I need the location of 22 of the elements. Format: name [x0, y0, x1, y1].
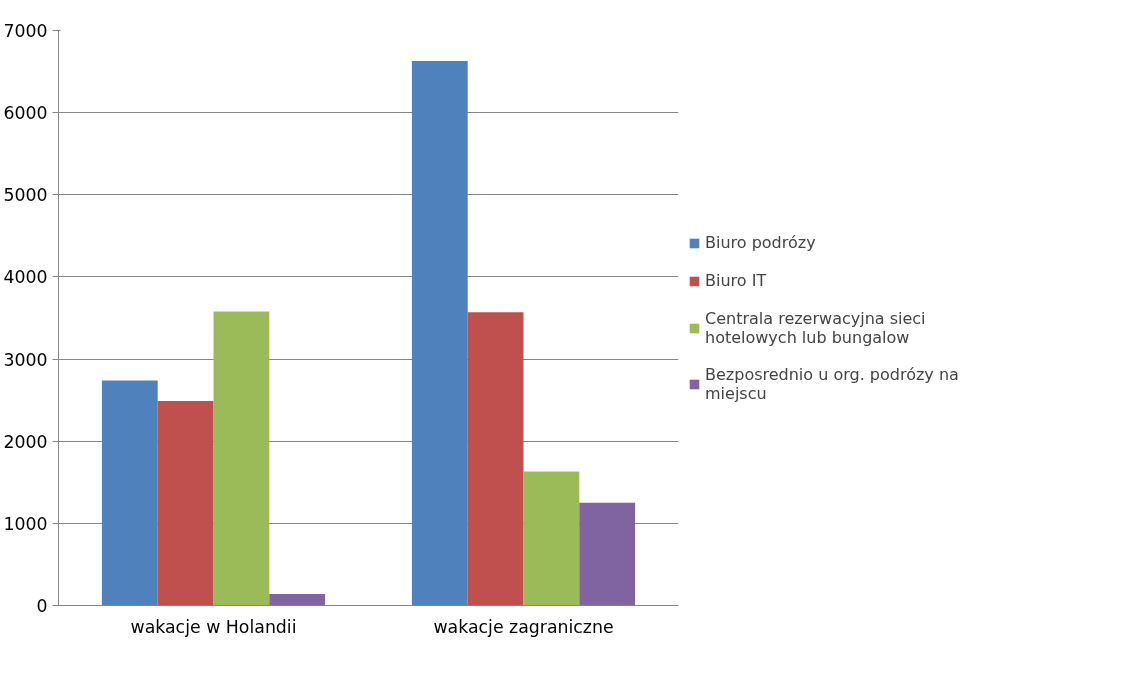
y-tick-label: 5000 — [3, 185, 48, 206]
bar — [157, 400, 214, 606]
bar — [411, 60, 468, 606]
bar — [467, 312, 524, 606]
bar — [523, 471, 580, 606]
bar — [101, 380, 158, 606]
y-tick-label: 3000 — [3, 349, 48, 370]
y-tick-label: 1000 — [3, 513, 48, 534]
bar — [579, 502, 636, 606]
y-tick-label: 6000 — [3, 103, 48, 124]
bar — [269, 594, 326, 606]
legend-label: Biuro IT — [705, 270, 767, 291]
y-tick-label: 4000 — [3, 267, 48, 288]
y-tick-label: 2000 — [3, 431, 48, 452]
x-tick-label: wakacje zagraniczne — [433, 616, 614, 637]
y-tick-label: 0 — [36, 596, 48, 616]
legend-label: Bezposrednio u org. podrózy na miejscu — [705, 364, 959, 403]
x-tick-label: wakacje w Holandii — [130, 616, 297, 637]
y-tick-label: 7000 — [3, 21, 48, 41]
bar — [213, 311, 270, 606]
legend-label: Centrala rezerwacyjna sieci hotelowych lub bungalow — [705, 308, 926, 347]
legend-label: Biuro podrózy — [705, 232, 816, 253]
